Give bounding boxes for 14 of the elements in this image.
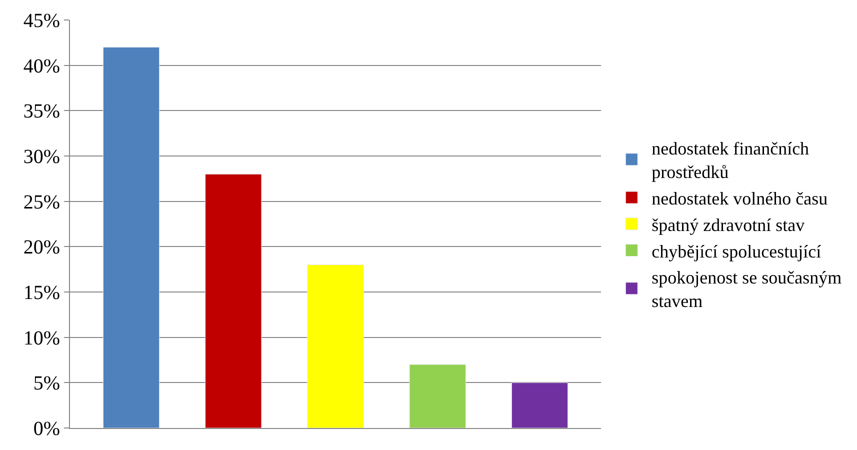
y-tick-label: 35% xyxy=(23,100,60,123)
y-tick-label: 25% xyxy=(23,191,60,214)
legend-label: spokojenost se současným stavem xyxy=(652,268,842,312)
y-tick-label: 40% xyxy=(23,55,60,78)
y-tick-label: 45% xyxy=(23,10,60,32)
y-tick-label: 15% xyxy=(23,282,60,304)
y-tick-label: 5% xyxy=(33,372,60,395)
y-tick-label: 30% xyxy=(23,146,60,168)
legend-label: špatný zdravotní stav xyxy=(652,214,805,235)
legend-label: nedostatek volného času xyxy=(652,188,828,209)
y-tick-label: 20% xyxy=(23,236,60,259)
y-tick-label: 0% xyxy=(33,418,60,440)
y-tick-label: 10% xyxy=(23,327,60,350)
legend-label: chybějící spolucestující xyxy=(652,241,822,262)
